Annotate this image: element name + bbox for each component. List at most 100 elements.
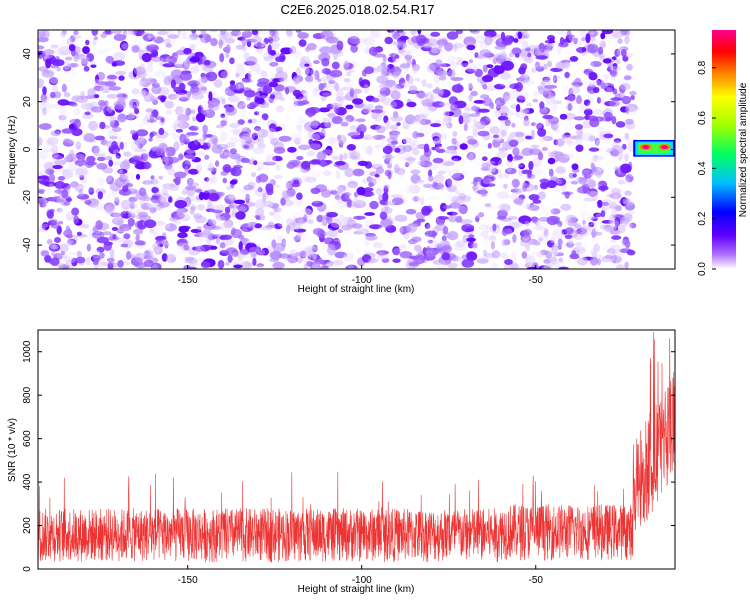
heatmap-cell (204, 154, 210, 160)
heatmap-cell (132, 155, 140, 160)
heatmap-cell (48, 183, 54, 187)
heatmap-cell (181, 134, 187, 142)
heatmap-cell (275, 32, 283, 42)
heatmap-cell (426, 64, 437, 73)
heatmap-cell (406, 223, 418, 233)
heatmap-cell (438, 266, 449, 269)
heatmap-cell (611, 116, 617, 125)
heatmap-cell (399, 35, 409, 41)
heatmap-cell (91, 145, 100, 154)
heatmap-cell (436, 240, 445, 247)
heatmap-cell (581, 198, 588, 208)
heatmap-cell (500, 71, 511, 80)
heatmap-cell (299, 56, 311, 66)
heatmap-cell (170, 79, 176, 89)
heatmap-cell (105, 206, 114, 215)
heatmap-cell (153, 36, 164, 44)
heatmap-cell (177, 232, 188, 239)
heatmap-cell (464, 215, 477, 221)
heatmap-cell (78, 188, 83, 196)
heatmap-cell (69, 102, 78, 107)
heatmap-cell (38, 78, 45, 89)
heatmap-cell (109, 86, 122, 91)
heatmap-cell (531, 251, 536, 256)
heatmap-cell (229, 148, 237, 155)
heatmap-cell (62, 169, 74, 179)
heatmap-cell (588, 221, 595, 228)
heatmap-cell (461, 254, 467, 260)
heatmap-cell (90, 60, 96, 66)
heatmap-cell (189, 33, 199, 40)
heatmap-cell (602, 215, 611, 220)
heatmap-cell (330, 102, 342, 109)
heatmap-cell (140, 65, 146, 72)
heatmap-cell (280, 197, 286, 206)
heatmap-cell (163, 155, 169, 166)
heatmap-cell (581, 37, 586, 42)
colorbar-tick-label: 0.6 (697, 111, 708, 125)
heatmap-cell (439, 186, 450, 191)
heatmap-cell (345, 30, 353, 36)
heatmap-cell (625, 174, 634, 183)
heatmap-cell (446, 57, 452, 66)
heatmap-cell (311, 200, 324, 207)
heatmap-cell (511, 187, 523, 194)
heatmap-cell (352, 168, 365, 177)
heatmap-cell (578, 130, 584, 137)
heatmap-cell (269, 94, 276, 100)
heatmap-cell (43, 49, 55, 55)
heatmap-cell (507, 154, 513, 163)
heatmap-cell (496, 151, 507, 158)
heatmap-cell (512, 147, 520, 157)
heatmap-cell (335, 170, 341, 180)
heatmap-cell (162, 63, 176, 68)
heatmap-cell (200, 75, 209, 83)
heatmap-cell (442, 161, 455, 167)
heatmap-cell (149, 228, 155, 234)
heatmap-cell (312, 55, 320, 65)
heatmap-cell (261, 70, 268, 78)
heatmap-cell (559, 113, 568, 120)
heatmap-cell (374, 84, 387, 92)
heatmap-cell (202, 64, 214, 72)
heatmap-cell (372, 47, 384, 53)
heatmap-cell (340, 121, 349, 127)
heatmap-cell (625, 106, 630, 115)
heatmap-cell (291, 52, 300, 60)
heatmap-cell (194, 51, 204, 58)
heatmap-cell (614, 164, 622, 171)
heatmap-cell (413, 244, 422, 252)
heatmap-cell (590, 162, 595, 169)
heatmap-cell (623, 199, 634, 206)
heatmap-cell (198, 191, 205, 201)
heatmap-cell (337, 232, 349, 238)
heatmap-cell (332, 155, 339, 161)
heatmap-cell (444, 42, 454, 52)
heatmap-cell (587, 188, 598, 197)
heatmap-cell (260, 255, 270, 262)
heatmap-cell (200, 43, 209, 49)
heatmap-cell (480, 167, 491, 172)
heatmap-cell (540, 182, 549, 190)
heatmap-cell (247, 70, 252, 79)
heatmap-cell (418, 187, 430, 194)
heatmap-cell (164, 163, 173, 170)
heatmap-cell (58, 220, 64, 225)
heatmap-cell (343, 78, 351, 83)
heatmap-cell (443, 205, 452, 209)
heatmap-cell (402, 144, 413, 153)
heatmap-cell (526, 257, 534, 262)
heatmap-cell (406, 215, 417, 222)
heatmap-cell (500, 31, 506, 41)
heatmap-cell (501, 37, 513, 46)
heatmap-cell (592, 196, 598, 202)
heatmap-cell (441, 244, 452, 254)
heatmap-cell (113, 166, 119, 175)
heatmap-cell (171, 95, 179, 101)
heatmap-cell (588, 79, 601, 88)
heatmap-cell (357, 230, 368, 236)
heatmap-cell (305, 46, 311, 52)
heatmap-cell (58, 43, 69, 51)
heatmap-cell (446, 211, 458, 216)
heatmap-cell (202, 184, 212, 193)
